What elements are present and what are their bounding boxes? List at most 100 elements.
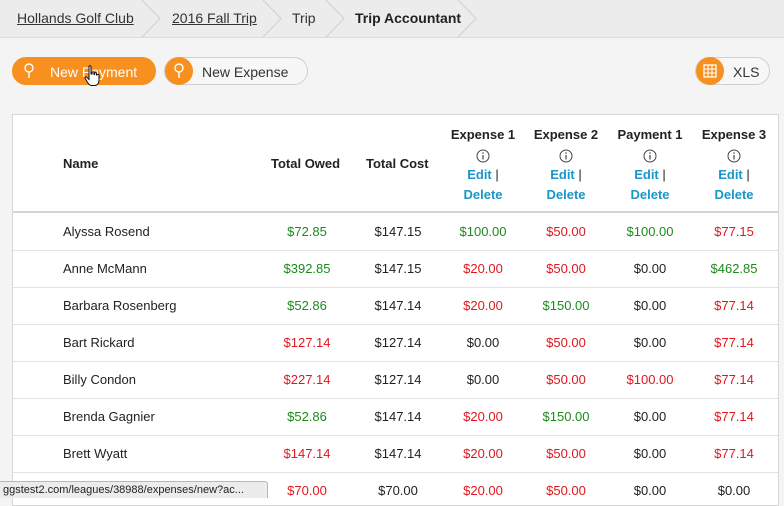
new-payment-button[interactable]: New Payment	[12, 57, 156, 85]
breadcrumb-trip-name[interactable]: 2016 Fall Trip	[172, 10, 257, 26]
amount-cell: $77.15	[714, 224, 754, 239]
amount-cell: $20.00	[463, 261, 503, 276]
column-title: Expense 2	[533, 127, 599, 142]
member-name: Anne McMann	[63, 261, 147, 276]
table-row: Billy Condon $227.14 $127.14 $0.00 $50.00 $10…	[13, 361, 778, 399]
amount-cell: $0.00	[633, 261, 667, 276]
amount-cell: $20.00	[463, 483, 503, 498]
breadcrumb-separator-icon	[325, 0, 345, 37]
edit-link[interactable]: Edit	[718, 167, 743, 182]
edit-link[interactable]: Edit	[467, 167, 492, 182]
amount-cell: $77.14	[714, 409, 754, 424]
edit-link[interactable]: Edit	[634, 167, 659, 182]
amount-cell: $77.14	[714, 372, 754, 387]
amount-cell: $0.00	[466, 335, 500, 350]
amount-cell: $50.00	[546, 446, 586, 461]
amount-cell: $0.00	[717, 483, 751, 498]
total-owed: $52.86	[287, 409, 327, 424]
header-expense-3: Expense 3 Edit | Delete	[691, 125, 777, 205]
header-expense-1: Expense 1 Edit | Delete	[440, 125, 526, 205]
header-expense-2: Expense 2 Edit | Delete	[523, 125, 609, 205]
link-separator: |	[746, 167, 750, 182]
delete-link[interactable]: Delete	[630, 187, 670, 202]
breadcrumb-trip[interactable]: Trip	[292, 10, 316, 26]
info-icon[interactable]	[559, 149, 573, 163]
member-name: Brenda Gagnier	[63, 409, 155, 424]
total-owed: $227.14	[283, 372, 331, 387]
member-name: Barbara Rosenberg	[63, 298, 177, 313]
breadcrumb: Hollands Golf Club 2016 Fall Trip Trip T…	[0, 0, 784, 38]
delete-link[interactable]: Delete	[714, 187, 754, 202]
total-cost: $127.14	[374, 335, 422, 350]
member-name: Brett Wyatt	[63, 446, 128, 461]
member-name: Billy Condon	[63, 372, 136, 387]
amount-cell: $100.00	[626, 224, 674, 239]
amount-cell: $77.14	[714, 298, 754, 313]
member-name: Bart Rickard	[63, 335, 135, 350]
breadcrumb-separator-icon	[262, 0, 282, 37]
header-divider	[13, 211, 778, 213]
column-title: Payment 1	[617, 127, 683, 142]
total-cost: $147.14	[374, 409, 422, 424]
table-row: $70.00 $70.00 $20.00 $50.00 $0.00 $0.00	[13, 472, 778, 505]
breadcrumb-club[interactable]: Hollands Golf Club	[17, 10, 134, 26]
total-cost: $147.14	[374, 446, 422, 461]
header-total-cost: Total Cost	[366, 156, 429, 171]
info-icon[interactable]	[476, 149, 490, 163]
amount-cell: $50.00	[546, 261, 586, 276]
amount-cell: $100.00	[626, 372, 674, 387]
column-title: Expense 3	[701, 127, 767, 142]
xls-label: XLS	[733, 64, 760, 80]
amount-cell: $150.00	[542, 409, 590, 424]
header-total-owed: Total Owed	[271, 156, 341, 171]
column-title: Expense 1	[450, 127, 516, 142]
total-owed: $52.86	[287, 298, 327, 313]
total-owed: $70.00	[287, 483, 327, 498]
amount-cell: $0.00	[633, 483, 667, 498]
total-owed: $72.85	[287, 224, 327, 239]
pin-icon	[165, 57, 193, 85]
amount-cell: $50.00	[546, 224, 586, 239]
edit-link[interactable]: Edit	[550, 167, 575, 182]
total-owed: $392.85	[283, 261, 331, 276]
amount-cell: $50.00	[546, 372, 586, 387]
amount-cell: $0.00	[633, 409, 667, 424]
link-separator: |	[662, 167, 666, 182]
link-separator: |	[578, 167, 582, 182]
new-expense-button[interactable]: New Expense	[164, 57, 308, 85]
pin-icon	[24, 63, 34, 78]
total-cost: $147.14	[374, 298, 422, 313]
header-payment-1: Payment 1 Edit | Delete	[607, 125, 693, 205]
amount-cell: $100.00	[459, 224, 507, 239]
table-row: Alyssa Rosend $72.85 $147.15 $100.00 $50.00 $…	[13, 213, 778, 251]
amount-cell: $0.00	[633, 335, 667, 350]
delete-link[interactable]: Delete	[463, 187, 503, 202]
delete-link[interactable]: Delete	[546, 187, 586, 202]
amount-cell: $20.00	[463, 298, 503, 313]
member-name: Alyssa Rosend	[63, 224, 150, 239]
amount-cell: $0.00	[633, 298, 667, 313]
table-row: Anne McMann $392.85 $147.15 $20.00 $50.00 $0.…	[13, 250, 778, 288]
total-owed: $147.14	[283, 446, 331, 461]
xls-export-button[interactable]: XLS	[695, 57, 770, 85]
amount-cell: $462.85	[710, 261, 758, 276]
table-row: Bart Rickard $127.14 $127.14 $0.00 $50.00 $0.…	[13, 324, 778, 362]
header-name: Name	[63, 156, 99, 171]
total-cost: $147.15	[374, 261, 422, 276]
amount-cell: $150.00	[542, 298, 590, 313]
amount-cell: $20.00	[463, 446, 503, 461]
breadcrumb-current: Trip Accountant	[355, 10, 462, 26]
total-cost: $147.15	[374, 224, 422, 239]
amount-cell: $77.14	[714, 335, 754, 350]
info-icon[interactable]	[727, 149, 741, 163]
breadcrumb-separator-icon	[141, 0, 161, 37]
info-icon[interactable]	[643, 149, 657, 163]
expenses-table: Name Total Owed Total Cost Expense 1 Edi…	[12, 114, 779, 506]
breadcrumb-separator-icon	[457, 0, 477, 37]
table-row: Brett Wyatt $147.14 $147.14 $20.00 $50.00 $0.…	[13, 435, 778, 473]
hand-cursor-icon	[84, 65, 100, 86]
new-expense-label: New Expense	[202, 64, 289, 80]
amount-cell: $50.00	[546, 335, 586, 350]
amount-cell: $20.00	[463, 409, 503, 424]
table-row: Brenda Gagnier $52.86 $147.14 $20.00 $150.00…	[13, 398, 778, 436]
